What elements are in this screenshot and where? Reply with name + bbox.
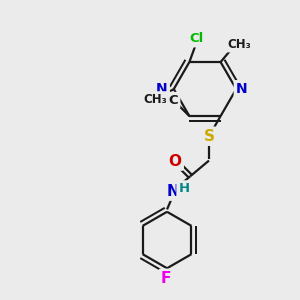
Text: Cl: Cl [190,32,204,46]
Text: F: F [161,271,171,286]
Text: C: C [169,94,178,107]
Text: H: H [178,182,189,195]
Text: O: O [169,154,182,169]
Text: CH₃: CH₃ [228,38,252,51]
Text: N: N [156,82,168,96]
Text: S: S [203,129,214,144]
Text: N: N [236,82,248,96]
Text: CH₃: CH₃ [143,93,167,106]
Text: N: N [166,184,179,199]
